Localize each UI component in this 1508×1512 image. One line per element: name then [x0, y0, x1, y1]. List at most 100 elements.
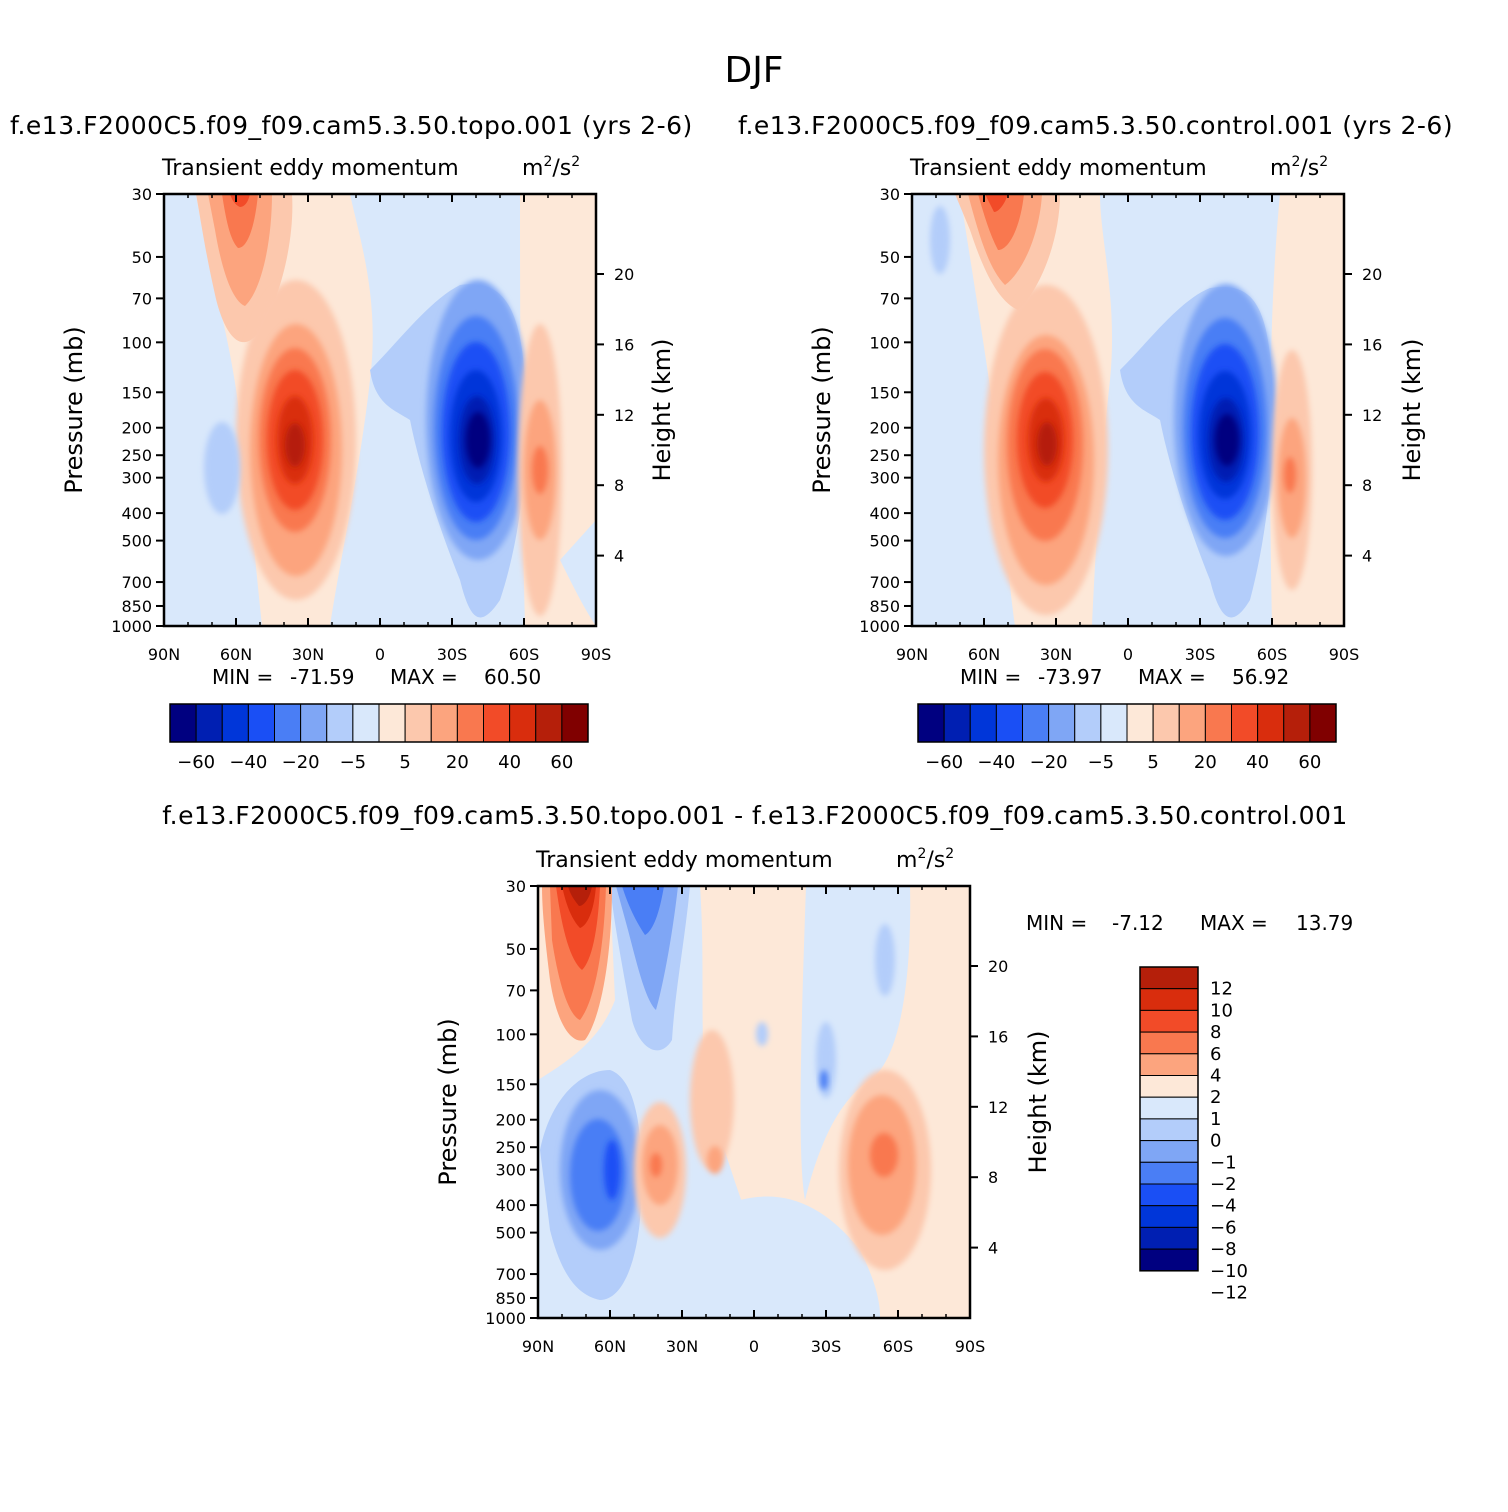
panel-topo-colorbar-label: −5: [340, 752, 367, 773]
panel-control-colorbar-label: −20: [1030, 752, 1068, 773]
panel-topo-colorbar-label: −20: [282, 752, 320, 773]
panel-topo-max-value: 60.50: [484, 665, 541, 689]
panel-diff-max-value: 13.79: [1296, 911, 1353, 935]
panel-control-colorbar-swatch: [1257, 703, 1285, 743]
panel-diff-ytick-label: 50: [506, 940, 526, 959]
panel-diff-ytick-label: 200: [495, 1111, 526, 1130]
panel-diff-max-label: MAX =: [1200, 911, 1268, 935]
panel-diff-min-label: MIN =: [1026, 911, 1087, 935]
panel-control-xtick-label: 30S: [1185, 645, 1216, 664]
panel-diff-colorbar-frame: [1139, 966, 1199, 1272]
panel-control-colorbar-frame: [917, 703, 1337, 743]
panel-control-xtick-label: 60N: [968, 645, 1000, 664]
panel-topo-ytick-label: 250: [121, 446, 152, 465]
panel-topo-colorbar-swatch: [561, 703, 589, 743]
panel-diff-ytick-label: 250: [495, 1138, 526, 1157]
panel-control-min-value: -73.97: [1038, 665, 1102, 689]
panel-topo-field: [164, 194, 596, 626]
panel-topo-ytick-label: 150: [121, 383, 152, 402]
panel-topo-colorbar-swatch: [352, 703, 380, 743]
panel-control-xtick-label: 30N: [1040, 645, 1072, 664]
panel-diff-colorbar-label: −8: [1210, 1239, 1237, 1260]
panel-topo-y2tick-label: 20: [614, 265, 634, 284]
panel-topo-xtick-label: 60N: [220, 645, 252, 664]
panel-control-ytick-label: 850: [869, 597, 900, 616]
panel-control-colorbar-swatch: [1074, 703, 1102, 743]
panel-control-y2tick-label: 12: [1362, 406, 1382, 425]
panel-diff-y2tick-label: 20: [988, 957, 1008, 976]
panel-control-ytick-label: 300: [869, 469, 900, 488]
panel-diff-colorbar-swatch: [1139, 1205, 1199, 1228]
panel-control-colorbar-swatch: [969, 703, 997, 743]
panel-topo-xtick-label: 60S: [509, 645, 540, 664]
panel-control-ytick-label: 500: [869, 532, 900, 551]
panel-topo-colorbar-swatch: [378, 703, 406, 743]
panel-diff-colorbar-label: −4: [1210, 1196, 1237, 1217]
panel-control-units: m2/s2: [1270, 154, 1328, 181]
panel-diff-ytick-label: 70: [506, 981, 526, 1000]
panel-control-ytick-label: 30: [880, 185, 900, 204]
panel-diff-colorbar-swatch: [1139, 1161, 1199, 1185]
panel-diff-ytick-label: 100: [495, 1025, 526, 1044]
panel-diff-colorbar-swatch: [1139, 1140, 1199, 1163]
panel-control-xtick-label: 90N: [896, 645, 928, 664]
panel-control-ytick-label: 200: [869, 419, 900, 438]
panel-diff-colorbar-label: 1: [1210, 1109, 1221, 1130]
panel-control-y2label: Height (km): [1398, 339, 1426, 482]
panel-topo-ytick-label: 500: [121, 532, 152, 551]
panel-topo-ytick-label: 70: [132, 289, 152, 308]
panel-diff-ytick-label: 30: [506, 877, 526, 896]
panel-topo-colorbar-label: 40: [498, 752, 521, 773]
panel-control-variable: Transient eddy momentum: [909, 156, 1207, 181]
panel-topo-y2tick-label: 4: [614, 547, 624, 566]
panel-topo-colorbar-frame: [169, 703, 589, 743]
panel-diff-xtick-label: 60N: [594, 1337, 626, 1356]
panel-control-ytick-label: 70: [880, 289, 900, 308]
panel-diff-xtick-label: 60S: [883, 1337, 914, 1356]
panel-topo-y2tick-label: 12: [614, 406, 634, 425]
panel-diff-colorbar-swatch: [1139, 1009, 1199, 1033]
panel-diff-y2tick-label: 16: [988, 1027, 1008, 1046]
panel-control-colorbar-label: −5: [1088, 752, 1115, 773]
panel-diff-colorbar-label: −6: [1210, 1217, 1237, 1238]
panel-topo-colorbar: −60 −40 −20 −5 5 20 40 60: [169, 703, 589, 773]
panel-diff: f.e13.F2000C5.f09_f09.cam5.3.50.topo.001…: [162, 801, 1353, 1356]
panel-control-colorbar-swatch: [1100, 703, 1128, 743]
panel-topo-colorbar-swatch: [509, 703, 537, 743]
panel-diff-xtick-label: 30S: [811, 1337, 842, 1356]
panel-topo-xtick-label: 30S: [437, 645, 468, 664]
panel-diff-colorbar-swatch: [1139, 1226, 1199, 1250]
panel-control-xtick-label: 90S: [1329, 645, 1360, 664]
panel-control-max-value: 56.92: [1232, 665, 1289, 689]
panel-topo-colorbar-swatch: [274, 703, 302, 743]
panel-topo-xtick-label: 90S: [581, 645, 612, 664]
panel-topo-ytick-label: 400: [121, 504, 152, 523]
panel-diff-colorbar-swatch: [1139, 1031, 1199, 1055]
panel-control-min-label: MIN =: [960, 665, 1021, 689]
panel-diff-ylabel: Pressure (mb): [434, 1018, 462, 1185]
panel-control-colorbar-label: 60: [1298, 752, 1321, 773]
panel-topo-colorbar-label: 20: [446, 752, 469, 773]
panel-diff-colorbar-swatch: [1139, 1075, 1199, 1098]
panel-topo: f.e13.F2000C5.f09_f09.cam5.3.50.topo.001…: [10, 111, 692, 773]
panel-control-field: [912, 194, 1344, 626]
panel-topo-ytick-label: 100: [121, 333, 152, 352]
panel-diff-colorbar-swatch: [1139, 1096, 1199, 1120]
panel-topo-colorbar-swatch: [169, 703, 197, 743]
panel-diff-colorbar-label: −12: [1210, 1283, 1248, 1304]
panel-diff-title: f.e13.F2000C5.f09_f09.cam5.3.50.topo.001…: [162, 801, 1348, 830]
panel-topo-colorbar-label: −40: [229, 752, 267, 773]
panel-control-ytick-label: 400: [869, 504, 900, 523]
panel-control-colorbar-swatch: [917, 703, 945, 743]
panel-diff-colorbar-swatch: [1139, 988, 1199, 1011]
panel-topo-colorbar-swatch: [456, 703, 484, 743]
panel-control-y2tick-label: 4: [1362, 547, 1372, 566]
panel-diff-y2tick-label: 4: [988, 1239, 998, 1258]
panel-control-colorbar-swatch: [1048, 703, 1076, 743]
panel-diff-y2tick-label: 8: [988, 1168, 998, 1187]
panel-control-xtick-label: 60S: [1257, 645, 1288, 664]
panel-control-colorbar-swatch: [1283, 703, 1311, 743]
panel-control-colorbar-swatch: [1204, 703, 1232, 743]
panel-control-colorbar-swatch: [1126, 703, 1154, 743]
